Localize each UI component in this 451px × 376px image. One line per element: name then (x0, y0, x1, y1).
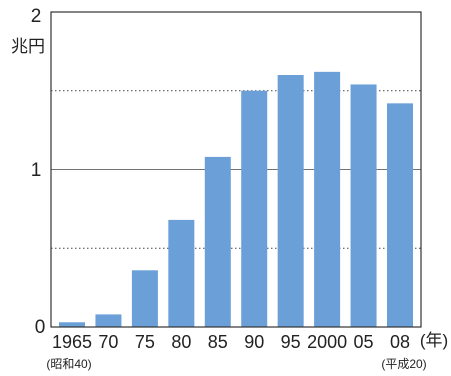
bar (59, 322, 85, 327)
bar (95, 314, 122, 327)
x-tick-labels: 1965 70 75 80 85 90 95 2000 05 08 (52, 332, 410, 352)
x-tick-label: 85 (208, 332, 228, 352)
x-tick-label: 2000 (307, 332, 347, 352)
bar (204, 156, 231, 327)
x-tick-label: 70 (98, 332, 118, 352)
bar (131, 270, 158, 327)
x-tick-label: 05 (354, 332, 374, 352)
x-tick-label: 75 (135, 332, 155, 352)
bar (277, 75, 304, 327)
y-tick-label: 2 (31, 6, 42, 27)
bar (314, 71, 341, 327)
x-tick-label: 08 (390, 332, 410, 352)
x-tick-label: 80 (171, 332, 191, 352)
bar (168, 219, 195, 327)
y-tick-label: 1 (31, 160, 42, 181)
y-axis-unit: 兆円 (11, 37, 45, 56)
x-tick-label: 90 (244, 332, 264, 352)
y-tick-label: 0 (35, 317, 46, 338)
bars (59, 71, 413, 327)
x-tick-label: 95 (281, 332, 301, 352)
bar (241, 90, 268, 327)
bar (387, 103, 413, 327)
x-tick-label: 1965 (52, 332, 92, 352)
plot-frame (50, 11, 422, 328)
bar (350, 84, 377, 327)
x-axis-unit: (年) (420, 331, 448, 350)
x-note-start: (昭和40) (46, 357, 91, 371)
x-note-end: (平成20) (381, 357, 426, 371)
